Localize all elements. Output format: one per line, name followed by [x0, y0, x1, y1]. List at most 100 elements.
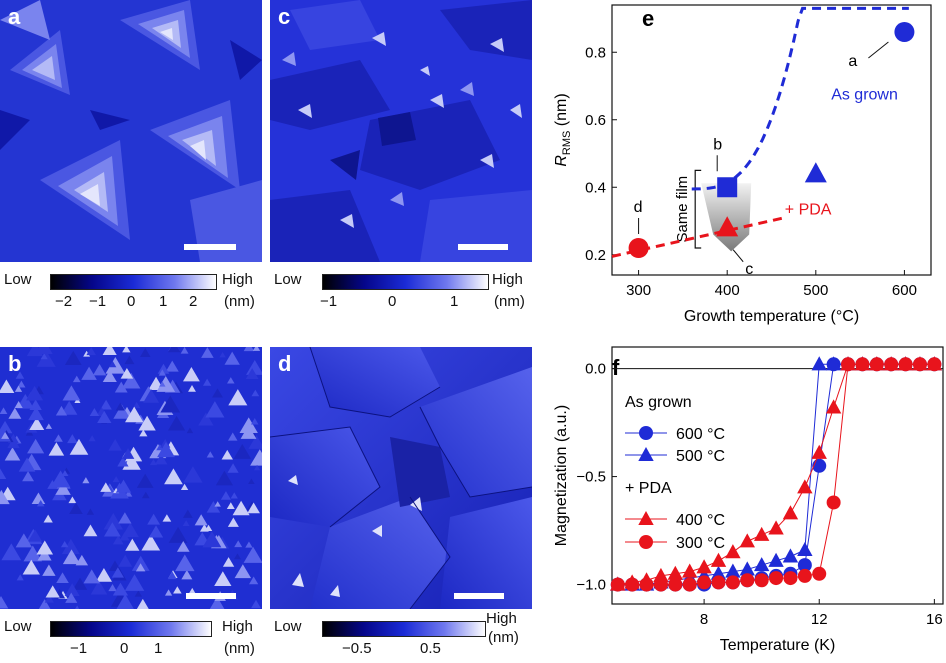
- afm-terrain-a: [0, 0, 262, 262]
- data-point: [696, 559, 712, 574]
- colorbar-c-tick: 1: [450, 293, 459, 310]
- legend-group-title: + PDA: [625, 480, 672, 497]
- point-label-a: a: [848, 53, 857, 70]
- colorbar-c-tick: −1: [320, 293, 338, 310]
- colorbar-a-gradient: [50, 274, 217, 290]
- colorbar-d-unit: (nm): [488, 629, 519, 646]
- panel-d-label: d: [278, 351, 292, 376]
- data-point: [797, 541, 813, 557]
- colorbar-b-gradient: [50, 621, 212, 637]
- colorbar-c-high: High: [492, 271, 523, 288]
- colorbar-c-tick: 0: [388, 293, 397, 310]
- series-label-as-grown: As grown: [831, 87, 898, 104]
- chart-f: f 8 12 16 0.0 −0.5 −1.0 Temperature (K) Magneti…: [553, 346, 944, 654]
- data-point: [769, 571, 784, 586]
- afm-image-d: d: [270, 347, 532, 609]
- x-tick-label: 500: [803, 282, 828, 299]
- point-label-b: b: [713, 136, 722, 153]
- y-tick-label: −1.0: [576, 577, 606, 594]
- data-point: [653, 577, 668, 592]
- colorbar-c-gradient: [322, 274, 489, 290]
- colorbar-b-tick: 1: [154, 640, 163, 657]
- data-point: [811, 444, 827, 459]
- data-point: [782, 548, 799, 563]
- series-label-pda: + PDA: [785, 201, 832, 218]
- legend-marker: [638, 510, 654, 526]
- chart-e: e 300 400 500 600 0.2 0.4 0.6 0.8 Growth tempera…: [553, 4, 932, 325]
- data-point: [812, 566, 827, 581]
- data-point: [739, 533, 755, 548]
- afm-image-c: c: [270, 0, 532, 262]
- panel-c-label: c: [278, 4, 291, 29]
- colorbar-b-low: Low: [4, 618, 32, 635]
- colorbar-a-tick: 2: [189, 293, 198, 310]
- data-point: [610, 577, 625, 592]
- data-point: [782, 505, 799, 520]
- colorbar-d-gradient: [322, 621, 486, 637]
- data-point: [628, 238, 649, 258]
- data-point: [855, 357, 870, 372]
- same-film-shading: [701, 183, 752, 252]
- point-label-d: d: [634, 199, 643, 216]
- data-point: [753, 557, 770, 572]
- panel-f-label: f: [612, 355, 620, 380]
- data-point: [754, 573, 769, 588]
- data-point: [797, 568, 812, 583]
- x-tick-label: 16: [926, 611, 943, 628]
- data-point: [826, 495, 841, 510]
- data-point: [717, 177, 738, 198]
- colorbar-c-low: Low: [274, 271, 302, 288]
- colorbar-b: Low High −1 0 1 (nm): [0, 615, 262, 661]
- data-point: [725, 544, 741, 559]
- x-tick-label: 600: [892, 282, 917, 299]
- afm-terrain-c: [270, 0, 532, 262]
- colorbar-d-low: Low: [274, 618, 302, 635]
- data-point: [797, 558, 812, 573]
- scale-bar-a: [184, 244, 236, 250]
- colorbar-a-tick: −1: [89, 293, 107, 310]
- colorbar-a-tick: −2: [55, 293, 73, 310]
- legend-group-title: As grown: [625, 394, 692, 411]
- legend-label: 600 °C: [676, 426, 725, 443]
- y-tick-label: −0.5: [576, 469, 606, 486]
- colorbar-b-tick: −1: [70, 640, 88, 657]
- panel-a-label: a: [8, 4, 21, 29]
- colorbar-a-tick: 0: [127, 293, 136, 310]
- colorbar-b-unit: (nm): [224, 640, 255, 657]
- colorbar-a: Low High −2 −1 0 1 2 (nm): [0, 268, 262, 318]
- x-tick-label: 300: [626, 282, 651, 299]
- data-point: [768, 520, 784, 535]
- data-point: [753, 526, 770, 541]
- data-point: [639, 577, 654, 592]
- legend-marker: [638, 446, 654, 462]
- colorbar-d-tick: −0.5: [342, 640, 372, 657]
- data-point: [725, 575, 740, 590]
- arrow-a: [868, 41, 889, 59]
- data-point: [825, 356, 842, 371]
- data-point: [768, 552, 784, 567]
- data-point: [725, 563, 741, 578]
- data-point: [811, 356, 827, 371]
- y-tick-label: 0.8: [585, 44, 606, 61]
- panel-b: b Low High −1 0 1 (nm): [0, 347, 262, 663]
- y-tick-label: 0.4: [585, 179, 606, 196]
- data-point: [682, 563, 698, 578]
- colorbar-a-tick: 1: [159, 293, 168, 310]
- same-film-label: Same film: [674, 176, 691, 243]
- chart-e-frame: [611, 4, 932, 276]
- afm-terrain-d: [270, 347, 532, 609]
- panel-c: c Low High −1 0 1 (nm): [270, 0, 532, 320]
- data-point: [697, 575, 712, 590]
- data-point: [912, 357, 927, 372]
- afm-image-a: a: [0, 0, 262, 262]
- colorbar-d-high: High: [486, 610, 517, 627]
- x-axis-label: Growth temperature (°C): [684, 308, 859, 325]
- afm-terrain-b: [0, 347, 262, 609]
- data-point: [711, 575, 726, 590]
- data-point: [668, 577, 683, 592]
- scale-bar-c: [458, 244, 508, 250]
- data-point: [825, 399, 842, 414]
- colorbar-a-unit: (nm): [224, 293, 255, 310]
- y-tick-label: 0.2: [585, 247, 606, 264]
- data-point: [884, 357, 899, 372]
